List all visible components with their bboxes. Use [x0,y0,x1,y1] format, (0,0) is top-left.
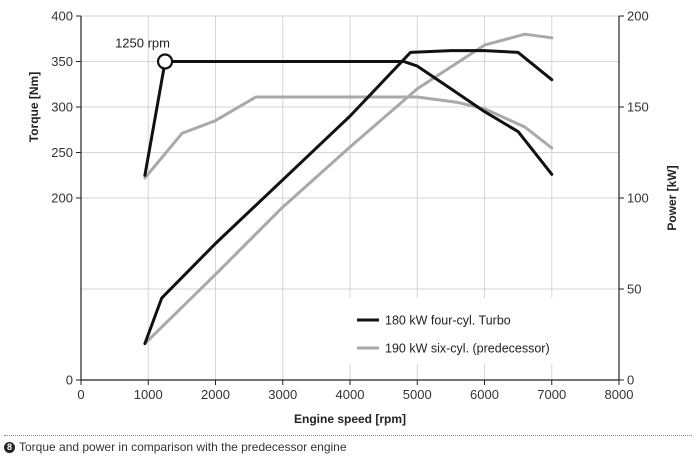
torque-tick-label: 200 [51,191,73,206]
torque-line-0 [143,60,554,177]
torque-tick-label: 350 [51,54,73,69]
x-tick-label: 7000 [537,387,566,402]
x-tick-label: 1000 [134,387,163,402]
series-lines [143,32,554,346]
annotation: 1250 rpm [115,36,174,70]
legend-box [347,298,587,364]
x-tick-label: 6000 [470,387,499,402]
x-tick-label: 5000 [403,387,432,402]
caption-number: 8 [4,441,15,453]
torque-tick-label: 250 [51,145,73,160]
axis-titles: Engine speed [rpm] Torque [Nm] Power [kW] [27,72,679,426]
x-tick-label: 3000 [268,387,297,402]
caption-text: Torque and power in comparison with the … [19,440,347,454]
x-tick-label: 4000 [336,387,365,402]
annotation-marker [156,53,174,70]
x-axis-title: Engine speed [rpm] [294,412,406,426]
power-line-1 [143,32,554,346]
annotation-label: 1250 rpm [115,36,170,51]
x-tick-label: 0 [77,387,84,402]
torque-axis-title: Torque [Nm] [27,72,41,142]
chart: 0 1000 2000 3000 4000 5000 6000 7000 80000200250… [27,9,679,427]
legend: 180 kW four-cyl. Turbo 190 kW six-cyl. (p… [347,298,587,364]
torque-tick-label: 400 [51,9,73,24]
power-axis-title: Power [kW] [665,165,679,230]
x-tick-label: 2000 [201,387,230,402]
torque-tick-label: 300 [51,100,73,115]
legend-label-1: 190 kW six-cyl. (predecessor) [385,342,550,356]
power-tick-label: 150 [627,100,649,115]
axes [76,15,624,385]
torque-tick-label: 0 [66,373,73,388]
x-tick-label: 8000 [605,387,634,402]
legend-label-0: 180 kW four-cyl. Turbo [385,314,511,328]
power-tick-label: 50 [627,282,641,297]
tick-labels: 0 1000 2000 3000 4000 5000 6000 7000 80000200250… [51,9,648,403]
power-tick-label: 200 [627,9,649,24]
figure-caption: 8 Torque and power in comparison with th… [4,440,347,454]
power-tick-label: 100 [627,191,649,206]
torque-line-1 [143,95,554,180]
caption-divider [4,435,692,436]
power-tick-label: 0 [627,373,634,388]
power-line-0 [143,49,554,346]
